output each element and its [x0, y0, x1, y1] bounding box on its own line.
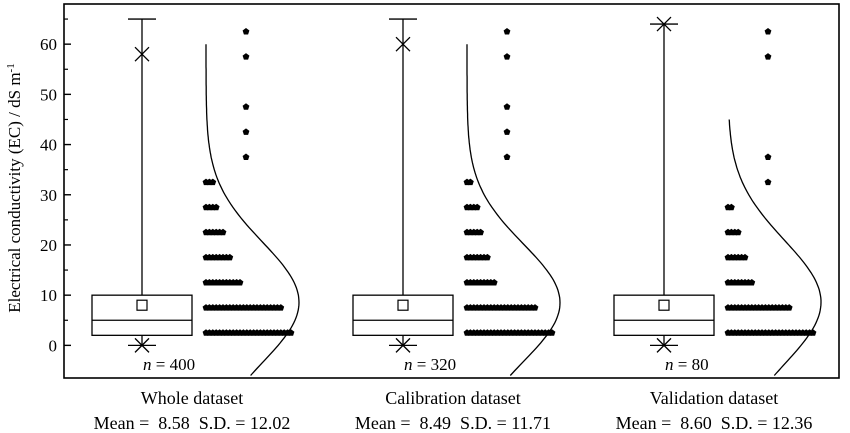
dot	[277, 304, 285, 311]
dot	[764, 178, 772, 186]
dot-row	[202, 178, 217, 186]
dot	[503, 103, 511, 110]
y-axis-label: Electrical conductivity (EC) / dS m-1	[5, 63, 24, 312]
dot	[212, 203, 220, 211]
dot-row	[463, 203, 481, 211]
dot-row	[463, 253, 491, 261]
dot-row	[724, 304, 793, 311]
n-symbol: n	[143, 355, 152, 374]
n-value: = 400	[152, 355, 196, 374]
plot-frame	[63, 3, 840, 379]
dot-row	[724, 279, 756, 286]
dot	[764, 28, 772, 35]
n-label: n = 320	[404, 355, 456, 374]
dot	[219, 228, 227, 236]
y-tick-label: 60	[40, 35, 57, 54]
n-symbol: n	[404, 355, 413, 374]
dot	[242, 53, 250, 60]
mean-marker	[658, 299, 670, 311]
y-tick-label: 10	[40, 286, 57, 305]
n-value: = 320	[413, 355, 457, 374]
dot	[741, 253, 749, 261]
dot-row	[463, 279, 498, 286]
normal-curve	[205, 44, 300, 376]
dot	[242, 153, 250, 160]
dot-row	[724, 203, 735, 211]
mean-marker	[136, 299, 148, 311]
percentile-marker-p99	[134, 46, 150, 62]
y-tick-label: 30	[40, 186, 57, 205]
category-label: Whole dataset	[141, 388, 243, 408]
dot	[226, 253, 234, 261]
group-1: n = 400 Whole dataset Mean = 8.58 S.D. = 1…	[91, 18, 300, 433]
dot	[473, 203, 481, 211]
dot-row	[463, 304, 539, 311]
dot	[503, 53, 511, 60]
dot-row	[202, 279, 244, 286]
n-label: n = 400	[143, 355, 195, 374]
dot-row	[202, 253, 234, 261]
dot-row	[202, 304, 285, 311]
dot	[484, 253, 491, 261]
dot	[209, 178, 217, 186]
dot-row	[202, 203, 220, 211]
mean-sd-label: Mean = 8.60 S.D. = 12.36	[616, 413, 813, 433]
percentile-marker-p1	[395, 337, 411, 353]
dot-row	[463, 329, 556, 336]
dot-row	[724, 253, 749, 261]
dot-row	[463, 178, 474, 186]
dot	[531, 304, 539, 311]
group-2: n = 320 Calibration dataset Mean = 8.49 S.…	[352, 18, 561, 433]
percentile-marker-p1	[656, 337, 672, 353]
n-value: = 80	[674, 355, 709, 374]
box-groups: n = 400 Whole dataset Mean = 8.58 S.D. = 1…	[91, 16, 822, 433]
n-symbol: n	[665, 355, 674, 374]
dot-row	[724, 329, 817, 336]
group-3: n = 80 Validation dataset Mean = 8.60 S.D.…	[613, 16, 822, 433]
dot-row	[463, 228, 484, 236]
dot	[764, 153, 772, 160]
plot-border	[63, 3, 840, 379]
dot	[728, 203, 735, 211]
dot-row	[202, 228, 227, 236]
y-tick-label: 0	[49, 336, 58, 355]
y-tick-label: 50	[40, 85, 57, 104]
y-tick-label: 40	[40, 136, 57, 155]
dot	[467, 178, 474, 186]
percentile-marker-p99	[656, 16, 672, 32]
dot	[477, 228, 484, 236]
n-label: n = 80	[665, 355, 709, 374]
percentile-marker-p1	[134, 337, 150, 353]
category-label: Validation dataset	[650, 388, 778, 408]
dot	[242, 103, 250, 110]
percentile-marker-p99	[395, 36, 411, 52]
dot	[748, 279, 756, 286]
dot-row	[724, 228, 742, 236]
normal-curve	[728, 119, 822, 376]
dot	[490, 279, 498, 286]
dot	[785, 304, 793, 311]
dot	[242, 28, 250, 35]
dot	[503, 28, 511, 35]
dot-row	[202, 329, 295, 336]
mean-sd-label: Mean = 8.49 S.D. = 11.71	[355, 413, 551, 433]
dot	[764, 53, 772, 60]
mean-sd-label: Mean = 8.58 S.D. = 12.02	[94, 413, 291, 433]
y-axis-label-superscript: -1	[5, 63, 17, 72]
dot	[503, 128, 511, 135]
dot	[236, 279, 244, 286]
dot	[242, 128, 250, 135]
mean-marker	[397, 299, 409, 311]
dot	[503, 153, 511, 160]
y-tick-label: 20	[40, 236, 57, 255]
dot	[734, 228, 742, 236]
y-axis: 0 10 20 30 40 50 60	[40, 18, 71, 355]
category-label: Calibration dataset	[385, 388, 520, 408]
normal-curve	[466, 44, 561, 376]
